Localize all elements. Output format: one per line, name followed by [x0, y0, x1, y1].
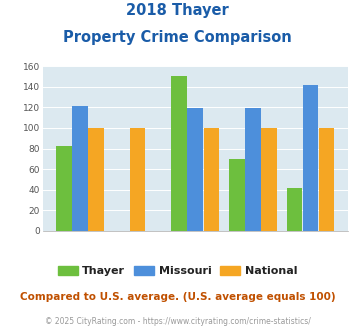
- Bar: [261, 128, 277, 231]
- Bar: [88, 128, 104, 231]
- Bar: [303, 84, 318, 231]
- Text: Property Crime Comparison: Property Crime Comparison: [63, 30, 292, 45]
- Bar: [187, 108, 203, 231]
- Bar: [204, 128, 219, 231]
- Bar: [319, 128, 334, 231]
- Bar: [171, 76, 187, 231]
- Bar: [56, 147, 72, 231]
- Text: 2018 Thayer: 2018 Thayer: [126, 3, 229, 18]
- Text: © 2025 CityRating.com - https://www.cityrating.com/crime-statistics/: © 2025 CityRating.com - https://www.city…: [45, 317, 310, 326]
- Bar: [286, 188, 302, 231]
- Bar: [245, 108, 261, 231]
- Legend: Thayer, Missouri, National: Thayer, Missouri, National: [53, 261, 302, 280]
- Text: Compared to U.S. average. (U.S. average equals 100): Compared to U.S. average. (U.S. average …: [20, 292, 335, 302]
- Bar: [130, 128, 146, 231]
- Bar: [72, 106, 88, 231]
- Bar: [229, 159, 245, 231]
